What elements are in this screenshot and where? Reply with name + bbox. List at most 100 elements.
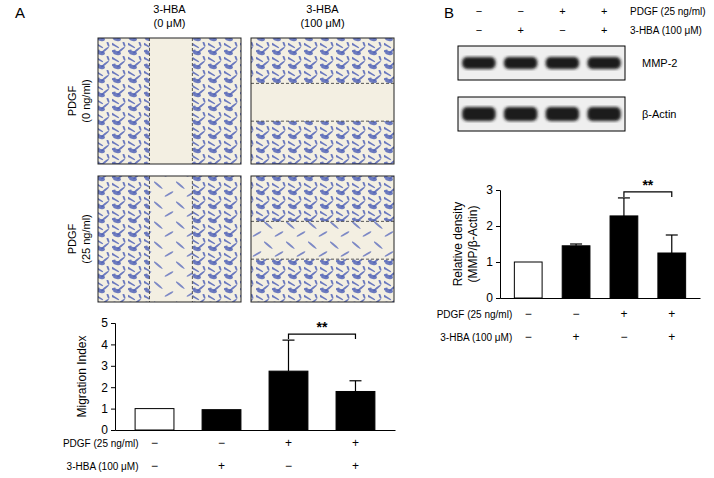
column-label: 3-HBA — [153, 3, 186, 15]
condition-mark: + — [352, 459, 359, 473]
condition-mark: + — [559, 5, 565, 17]
scratch-edge — [251, 83, 394, 84]
micrographs: 3-HBA(0 μM)3-HBA(100 μM)PDGF(0 ng/ml)PDG… — [66, 3, 394, 302]
bar — [202, 410, 241, 430]
y-tick-mark — [111, 409, 115, 410]
image-frame — [251, 38, 394, 164]
scratch-area — [251, 221, 394, 259]
blot-band — [546, 57, 579, 69]
error-bar-cap — [282, 340, 294, 341]
scratch-edge — [251, 221, 394, 222]
error-bar-stem — [288, 340, 289, 371]
blot-band — [546, 107, 579, 121]
condition-mark: − — [151, 436, 158, 450]
image-frame — [98, 38, 241, 164]
condition-mark: + — [352, 436, 359, 450]
image-cells — [98, 38, 241, 164]
y-axis-line — [111, 324, 116, 431]
blot-band — [462, 107, 495, 121]
error-bar-cap — [349, 380, 361, 381]
row-label: (25 ng/ml) — [80, 214, 92, 264]
condition-mark: + — [620, 307, 627, 321]
condition-mark: − — [476, 24, 482, 36]
plot-marks — [514, 198, 685, 298]
blot-band — [587, 107, 620, 121]
scratch-edge — [149, 38, 150, 164]
y-tick-mark — [496, 298, 500, 299]
y-tick-mark — [496, 226, 500, 227]
panel-label: B — [444, 4, 454, 21]
blot-band — [587, 57, 620, 69]
y-tick-mark — [111, 366, 115, 367]
condition-mark: − — [151, 459, 158, 473]
condition-mark: + — [517, 24, 523, 36]
image-cells — [98, 176, 241, 302]
y-tick-label: 1 — [101, 402, 108, 416]
y-tick: 3 — [101, 359, 115, 373]
bar — [562, 246, 590, 298]
significance-label: ** — [317, 319, 328, 335]
y-tick: 2 — [486, 219, 500, 233]
micrograph-image — [98, 176, 241, 302]
blot-band — [504, 107, 537, 121]
condition-mark: − — [525, 330, 532, 344]
image-frame — [98, 176, 241, 302]
condition-mark: + — [573, 330, 580, 344]
y-tick-label: 0 — [486, 291, 493, 305]
scratch-area — [149, 176, 192, 302]
western-blot: −−++PDGF (25 ng/ml)−+−+3-HBA (100 μM)MMP… — [458, 5, 706, 131]
condition-label: PDGF (25 ng/ml) — [630, 6, 706, 17]
figure: AB3-HBA(0 μM)3-HBA(100 μM)PDGF(0 ng/ml)P… — [0, 0, 714, 478]
error-bar-cap — [618, 197, 630, 198]
y-tick: 2 — [101, 381, 115, 395]
condition-mark: − — [218, 436, 225, 450]
micrograph-image — [251, 176, 394, 302]
y-tick-label: 2 — [101, 381, 108, 395]
condition-mark: + — [218, 459, 225, 473]
condition-mark: + — [285, 436, 292, 450]
y-axis: 0 1 2 3 4 5 — [101, 316, 115, 437]
y-axis: 0123 — [486, 183, 500, 305]
y-tick-mark — [111, 387, 115, 388]
x-axis-line — [116, 430, 396, 431]
scratch-edge — [149, 176, 150, 302]
row-label: PDGF — [66, 223, 78, 254]
plot-marks — [135, 340, 375, 430]
condition-mark: + — [601, 5, 607, 17]
condition-label: PDGF (25 ng/ml) — [63, 438, 139, 449]
scratch-area — [251, 83, 394, 121]
y-tick-label: 4 — [101, 338, 108, 352]
condition-mark: − — [573, 307, 580, 321]
blot-frame — [458, 97, 625, 131]
x-axis — [501, 298, 701, 300]
condition-mark: − — [559, 24, 565, 36]
condition-label: 3-HBA (100 μM) — [630, 25, 702, 36]
error-bar — [666, 235, 678, 253]
y-tick: 0 — [486, 291, 500, 305]
bar — [135, 409, 174, 430]
error-bar-stem — [623, 198, 624, 216]
y-tick-label: 5 — [101, 316, 108, 330]
column-label: 3-HBA — [306, 3, 339, 15]
scratch-edge — [192, 38, 193, 164]
condition-label: 3-HBA (100 μM) — [67, 461, 139, 472]
bar — [269, 371, 308, 430]
micrograph-image — [251, 38, 394, 164]
image-cells — [251, 38, 394, 164]
y-tick: 0 — [101, 423, 115, 437]
y-tick-mark — [111, 323, 115, 324]
panel-label: A — [15, 4, 25, 21]
significance-label: ** — [642, 177, 653, 193]
error-bar — [570, 244, 582, 246]
error-bar — [282, 340, 294, 371]
column-label: (0 μM) — [153, 17, 185, 29]
error-bar-stem — [355, 381, 356, 392]
column-label: (100 μM) — [300, 17, 344, 29]
row-label: (0 ng/ml) — [80, 79, 92, 122]
y-axis-title: Migration Index — [75, 335, 89, 417]
bar — [658, 253, 686, 298]
bar — [514, 262, 542, 298]
row-label: PDGF — [66, 85, 78, 116]
y-tick-mark — [111, 344, 115, 345]
y-tick: 3 — [486, 183, 500, 197]
